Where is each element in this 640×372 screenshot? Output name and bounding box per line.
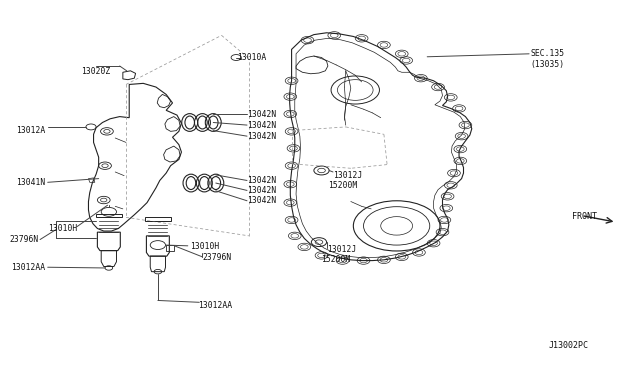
Text: 13010H: 13010H — [189, 243, 219, 251]
Text: 23796N: 23796N — [202, 253, 232, 263]
Text: 13012AA: 13012AA — [11, 263, 45, 272]
Text: 13010H: 13010H — [48, 224, 77, 233]
Text: 15200M: 15200M — [328, 182, 357, 190]
Text: 13042N: 13042N — [247, 176, 276, 185]
Text: 13012J: 13012J — [333, 171, 362, 180]
Text: 13042N: 13042N — [247, 196, 276, 205]
Text: SEC.135: SEC.135 — [531, 49, 564, 58]
Text: 13012A: 13012A — [16, 126, 45, 135]
Text: 13042N: 13042N — [247, 109, 276, 119]
Text: 13042N: 13042N — [247, 121, 276, 129]
Text: 13012J: 13012J — [326, 245, 356, 254]
Text: 13020Z: 13020Z — [81, 67, 111, 76]
Text: 23796N: 23796N — [10, 235, 39, 244]
Text: FRONT: FRONT — [572, 212, 596, 221]
Text: J13002PC: J13002PC — [548, 341, 588, 350]
Text: 13041N: 13041N — [16, 178, 45, 187]
Text: (13035): (13035) — [531, 60, 564, 69]
Text: 13042N: 13042N — [247, 132, 276, 141]
Text: 13010A: 13010A — [237, 53, 267, 62]
Text: 13042N: 13042N — [247, 186, 276, 195]
Text: 13012AA: 13012AA — [198, 301, 232, 311]
Text: 15200M: 15200M — [321, 255, 351, 264]
